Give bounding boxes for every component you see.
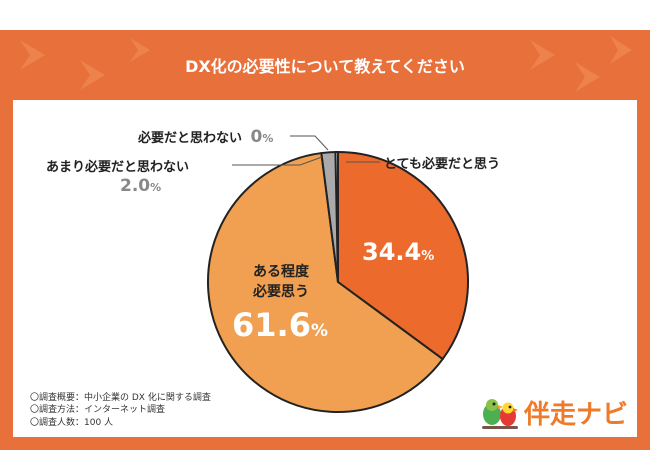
footnote-2: 〇調査方法：インターネット調査 (30, 405, 166, 415)
title-banner (0, 30, 650, 100)
pie-chart (207, 151, 469, 413)
value-very-necessary: 34.4% (362, 238, 435, 266)
slice-somewhat-necessary (207, 152, 444, 413)
leader-line-not-much (232, 156, 323, 166)
footnote-3: 〇調査人数：100 人 (30, 418, 114, 428)
parrots-logo-icon (482, 399, 518, 429)
leader-line-not-at-all (290, 135, 329, 151)
brand-logo: 伴走ナビ (478, 392, 628, 432)
label-somewhat: ある程度 必要思う (253, 264, 309, 300)
value-somewhat: 61.6% (232, 306, 328, 344)
footnote-1: 〇調査概要：中小企業の DX 化に関する調査 (30, 393, 211, 403)
banner-chevrons (20, 36, 632, 92)
unit-not-at-all: % (262, 132, 274, 145)
label-not-much: あまり必要だと思わない (46, 160, 190, 175)
logo-text: 伴走ナビ (524, 400, 629, 430)
slice-not-at-all (334, 151, 339, 283)
label-not-at-all: 必要だと思わない 0% (138, 127, 274, 147)
value-not-at-all: 0 (250, 127, 263, 147)
title-text: DX化の必要性について教えてください (185, 57, 465, 76)
value-not-much: 2.0% (120, 176, 162, 196)
label-very-necessary: とても必要だと思う (384, 157, 500, 172)
slice-very-necessary (337, 151, 469, 361)
